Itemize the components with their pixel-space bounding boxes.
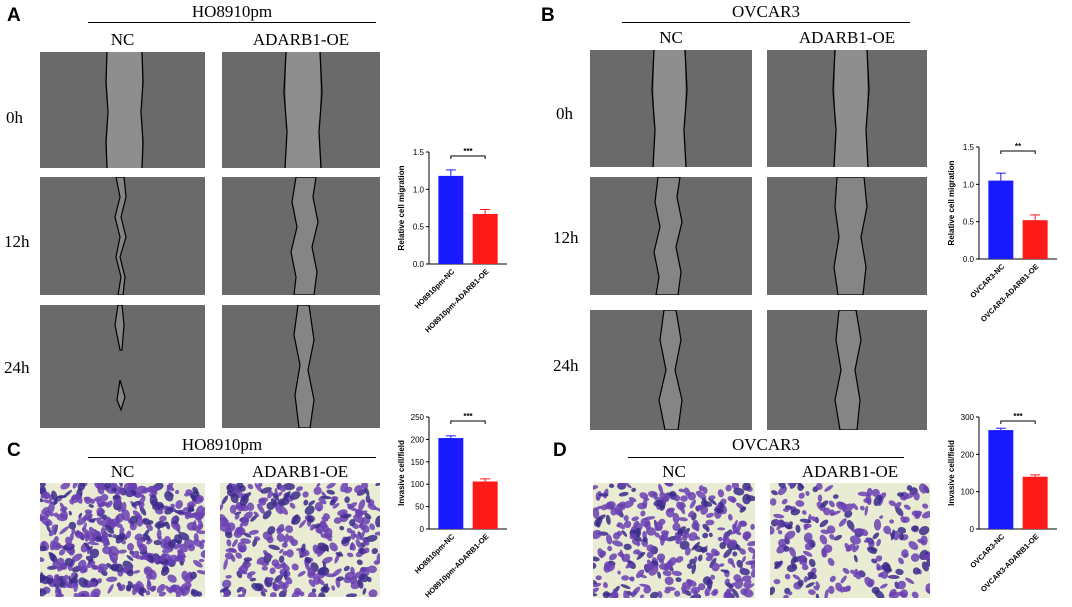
panel-b-nc-12h-image — [590, 177, 752, 295]
panel-a-oe-0h-image — [222, 52, 380, 168]
bar-nc — [438, 438, 464, 529]
panel-a-nc-0h-image — [40, 52, 205, 168]
y-tick-label: 0.0 — [413, 260, 425, 269]
panel-letter-b: B — [541, 5, 555, 26]
panel-a-oe-12h-image — [222, 177, 380, 295]
panel-a-col-nc: NC — [110, 30, 135, 49]
category-label: HO8910pm-ADARB1-OE — [423, 267, 490, 334]
y-tick-label: 1.5 — [413, 148, 425, 157]
y-tick-label: 100 — [961, 488, 975, 497]
bar-nc — [988, 180, 1014, 259]
panel-c-col-oe: ADARB1-OE — [251, 462, 349, 481]
category-label: OVCAR3-ADARB1-OE — [979, 532, 1041, 594]
panel-b-nc-0h-image — [590, 50, 752, 167]
panel-d-title: OVCAR3 — [731, 435, 800, 454]
y-axis-label: Invasive cell/field — [397, 440, 406, 506]
panel-c-nc-transwell-image — [40, 483, 205, 597]
significance-label: *** — [1013, 412, 1023, 421]
panel-a-row-24h: 24h — [4, 358, 30, 377]
significance-bracket — [1000, 150, 1036, 154]
bar-oe — [1022, 220, 1048, 259]
panel-b-title: OVCAR3 — [731, 2, 800, 21]
panel-d-nc-transwell-image — [593, 483, 755, 598]
significance-bracket — [450, 155, 486, 159]
panel-b-row-24h: 24h — [553, 356, 579, 375]
panel-a-nc-24h-image — [40, 305, 205, 428]
panel-b-migration-chart: Relative cell migration 0.0 0.5 1.0 1.5 OVCAR… — [945, 135, 1065, 335]
panel-a-migration-chart: Relative cell migration 0.0 0.5 1.0 1.5 HO891… — [395, 140, 515, 335]
y-tick-label: 50 — [415, 503, 424, 512]
category-label: OVCAR3-ADARB1-OE — [979, 262, 1041, 324]
bar-nc — [988, 430, 1014, 529]
significance-bracket — [450, 420, 486, 424]
y-tick-label: 0.5 — [963, 218, 975, 227]
panel-a-title-rule — [88, 22, 376, 23]
y-axis-label: Relative cell migration — [397, 165, 406, 250]
panel-c-invasion-chart: Invasive cell/field 0 50 100 150 200 250 HO8910… — [395, 405, 515, 600]
panel-c-col-nc: NC — [110, 462, 135, 481]
y-tick-label: 100 — [411, 480, 425, 489]
y-tick-label: 300 — [961, 413, 975, 422]
panel-b-row-12h: 12h — [553, 228, 579, 247]
panel-d-col-oe: ADARB1-OE — [801, 462, 899, 481]
panel-c-oe-transwell-image — [220, 483, 380, 597]
chart-svg: Invasive cell/field 0 50 100 150 200 250 HO8910… — [397, 412, 507, 599]
y-tick-label: 1.0 — [963, 180, 975, 189]
y-axis-label: Relative cell migration — [947, 160, 956, 245]
panel-b-oe-0h-image — [767, 50, 927, 167]
significance-label: *** — [463, 147, 473, 156]
y-tick-label: 200 — [411, 435, 425, 444]
panel-d-title-rule — [628, 457, 904, 458]
panel-b-title-rule — [622, 22, 910, 23]
y-axis-label: Invasive cell/field — [947, 440, 956, 506]
bar-oe — [472, 213, 498, 264]
chart-svg: Relative cell migration 0.0 0.5 1.0 1.5 OVCAR… — [947, 142, 1057, 324]
bar-oe — [1022, 476, 1048, 529]
panel-b-nc-24h-image — [590, 310, 752, 430]
y-tick-label: 250 — [411, 413, 425, 422]
chart-svg: Relative cell migration 0.0 0.5 1.0 1.5 HO891… — [397, 147, 507, 334]
panel-b-oe-24h-image — [767, 310, 927, 430]
panel-a-col-oe: ADARB1-OE — [252, 30, 350, 49]
panel-d-oe-transwell-image — [770, 483, 930, 598]
y-tick-label: 0 — [420, 525, 425, 534]
panel-letter-d: D — [553, 440, 567, 461]
y-tick-label: 0.5 — [413, 223, 425, 232]
panel-letter-a: A — [7, 5, 21, 26]
bar-oe — [472, 481, 498, 529]
panel-b-col-oe: ADARB1-OE — [798, 28, 896, 47]
bar-nc — [438, 175, 464, 264]
panel-a-oe-24h-image — [222, 305, 380, 428]
panel-b-col-nc: NC — [659, 28, 683, 47]
significance-label: *** — [463, 412, 473, 421]
panel-b-row-0h: 0h — [556, 104, 573, 123]
panel-a-title: HO8910pm — [191, 2, 273, 21]
y-tick-label: 1.0 — [413, 185, 425, 194]
panel-c-title-rule — [88, 457, 376, 458]
significance-label: ** — [1015, 142, 1022, 151]
y-tick-label: 0.0 — [963, 255, 975, 264]
chart-svg: Invasive cell/field0100200300OVCAR3-NCOV… — [947, 412, 1057, 594]
panel-a-row-0h: 0h — [6, 108, 23, 127]
y-tick-label: 150 — [411, 458, 425, 467]
panel-d-invasion-chart: Invasive cell/field 0 100 200 300 OVCAR3-NC OV… — [945, 405, 1065, 600]
panel-c-title: HO8910pm — [181, 435, 263, 454]
y-tick-label: 1.5 — [963, 143, 975, 152]
panel-letter-c: C — [7, 440, 21, 461]
y-tick-label: 200 — [961, 450, 975, 459]
panel-b-oe-12h-image — [767, 177, 927, 295]
category-label: HO8910pm-ADARB1-OE — [423, 532, 490, 599]
panel-a-nc-12h-image — [40, 177, 205, 295]
panel-d-col-nc: NC — [662, 462, 686, 481]
y-tick-label: 0 — [970, 525, 975, 534]
panel-a-row-12h: 12h — [4, 232, 30, 251]
significance-bracket — [1000, 420, 1036, 424]
